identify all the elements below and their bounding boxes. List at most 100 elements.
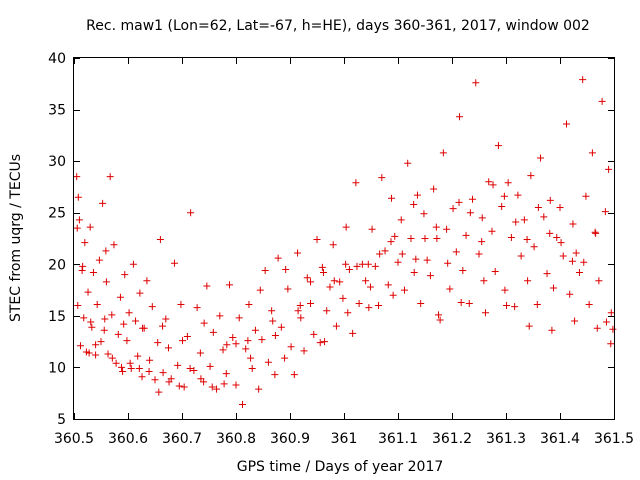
data-point bbox=[530, 243, 538, 251]
data-point bbox=[527, 172, 535, 180]
data-point bbox=[358, 260, 366, 268]
data-point bbox=[248, 364, 256, 372]
data-point bbox=[281, 354, 289, 362]
data-point bbox=[566, 290, 574, 298]
data-point bbox=[607, 340, 615, 348]
data-point bbox=[475, 250, 483, 258]
data-point bbox=[602, 318, 610, 326]
y-tick-label: 5 bbox=[57, 412, 66, 428]
data-point bbox=[282, 265, 290, 273]
data-point bbox=[84, 288, 92, 296]
data-point bbox=[220, 380, 228, 388]
data-point bbox=[537, 154, 545, 162]
x-tick-label: 360.6 bbox=[108, 431, 148, 447]
data-point bbox=[421, 235, 429, 242]
x-tick-label: 360.9 bbox=[270, 431, 310, 447]
data-point bbox=[307, 299, 315, 307]
data-point bbox=[307, 278, 315, 286]
data-point bbox=[556, 204, 564, 212]
data-point bbox=[398, 250, 406, 258]
data-point bbox=[219, 346, 227, 354]
data-point bbox=[242, 345, 250, 353]
y-axis-label: STEC from uqrg / TECUs bbox=[8, 154, 24, 322]
data-point bbox=[449, 205, 457, 213]
data-point bbox=[165, 378, 173, 386]
data-point bbox=[99, 199, 107, 207]
data-point bbox=[330, 277, 338, 285]
data-point bbox=[271, 371, 279, 379]
data-point bbox=[89, 269, 97, 277]
data-point bbox=[78, 266, 86, 274]
x-tick-label: 361.4 bbox=[540, 431, 580, 447]
data-point bbox=[256, 286, 264, 294]
data-point bbox=[110, 241, 118, 249]
data-point bbox=[498, 203, 506, 211]
data-point bbox=[156, 236, 164, 244]
data-point bbox=[183, 332, 191, 340]
data-point bbox=[588, 149, 596, 157]
data-point bbox=[132, 317, 140, 325]
y-tick-label: 15 bbox=[48, 309, 66, 325]
x-tick-label: 360.8 bbox=[216, 431, 256, 447]
data-point bbox=[368, 225, 376, 233]
data-point bbox=[366, 283, 374, 291]
data-point bbox=[489, 181, 497, 189]
data-point bbox=[511, 303, 519, 311]
data-point bbox=[557, 239, 565, 247]
data-point bbox=[244, 337, 252, 345]
data-point bbox=[216, 312, 224, 320]
data-point bbox=[478, 238, 486, 246]
data-point bbox=[112, 359, 120, 367]
data-point bbox=[478, 214, 486, 222]
data-point bbox=[294, 307, 302, 315]
data-point bbox=[129, 260, 137, 268]
data-point bbox=[143, 277, 151, 285]
data-point bbox=[548, 326, 556, 334]
data-point bbox=[353, 262, 361, 270]
data-point bbox=[432, 223, 440, 231]
data-point bbox=[284, 285, 292, 293]
data-point bbox=[534, 204, 542, 212]
data-point bbox=[514, 191, 522, 199]
data-point bbox=[375, 302, 383, 310]
data-point bbox=[165, 344, 172, 352]
data-point bbox=[134, 352, 142, 360]
x-tick-label: 361.5 bbox=[594, 431, 634, 447]
data-point bbox=[261, 266, 269, 274]
y-tick-label: 25 bbox=[48, 206, 66, 222]
data-point bbox=[125, 309, 133, 317]
x-axis-label: GPS time / Days of year 2017 bbox=[237, 459, 444, 475]
data-point bbox=[318, 263, 326, 271]
data-point bbox=[203, 282, 211, 290]
data-point bbox=[319, 269, 327, 277]
data-point bbox=[118, 363, 126, 371]
data-point bbox=[159, 369, 167, 377]
data-point bbox=[206, 362, 214, 370]
data-point bbox=[123, 337, 131, 345]
data-point bbox=[179, 337, 187, 345]
data-point bbox=[543, 270, 551, 278]
data-point bbox=[523, 236, 531, 244]
data-point bbox=[155, 388, 163, 396]
y-tick-label: 10 bbox=[48, 360, 66, 376]
data-point bbox=[74, 193, 82, 201]
data-point bbox=[457, 298, 465, 306]
data-point bbox=[238, 401, 246, 409]
data-point bbox=[462, 231, 470, 239]
data-point bbox=[503, 302, 511, 310]
data-point bbox=[426, 272, 434, 280]
data-point bbox=[310, 330, 318, 338]
data-point bbox=[135, 364, 143, 372]
data-point bbox=[247, 354, 255, 362]
plot-frame bbox=[73, 57, 615, 420]
data-point bbox=[533, 301, 541, 309]
data-point bbox=[417, 299, 425, 307]
data-point bbox=[106, 173, 114, 181]
data-point bbox=[504, 179, 512, 187]
data-point bbox=[277, 323, 285, 331]
data-point bbox=[75, 216, 83, 224]
data-point bbox=[268, 307, 276, 315]
data-point bbox=[209, 328, 217, 336]
data-point bbox=[74, 302, 82, 310]
